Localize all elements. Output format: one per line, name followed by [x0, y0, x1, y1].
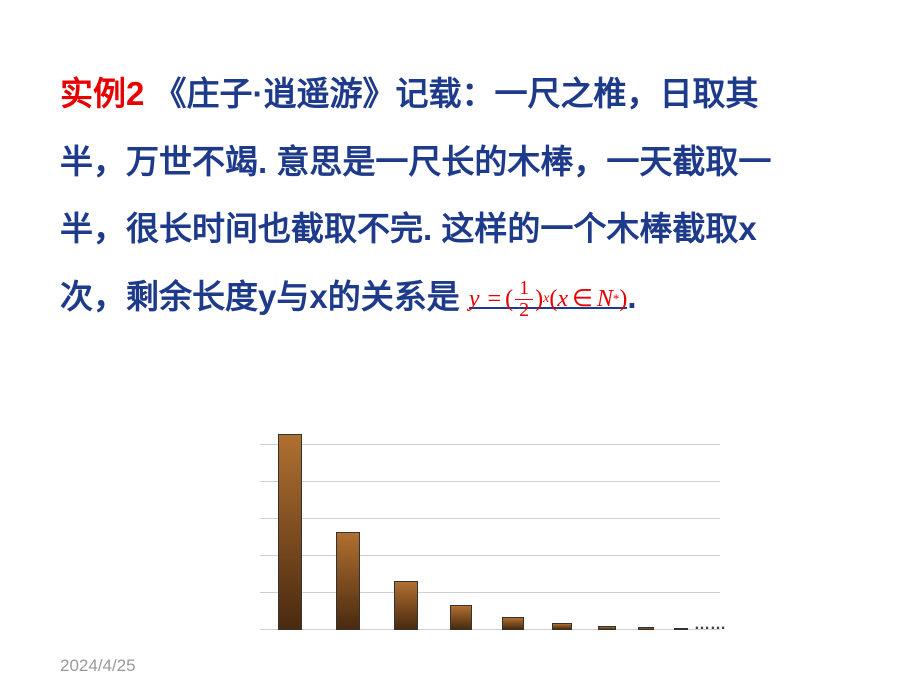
- formula-in: ∈: [568, 275, 597, 324]
- formula-eq: =: [484, 275, 506, 324]
- footer-date: 2024/4/25: [60, 656, 136, 676]
- bar-body: [394, 581, 418, 630]
- bar: [278, 434, 302, 630]
- grid-line: [260, 518, 720, 519]
- text-line-3: 半，很长时间也截取不完. 这样的一个木棒截取x: [60, 210, 757, 247]
- formula-lparen: (: [505, 275, 513, 324]
- period: .: [627, 278, 636, 315]
- formula-y: y: [469, 275, 484, 324]
- bar: [552, 623, 572, 630]
- bar: [394, 581, 418, 630]
- grid-line: [260, 555, 720, 556]
- formula-N: N: [597, 275, 613, 324]
- bar-body: [450, 605, 472, 630]
- formula-num: 1: [515, 278, 533, 300]
- paragraph: 实例2 《庄子·逍遥游》记载：一尺之椎，日取其 半，万世不竭. 意思是一尺长的木…: [60, 60, 860, 331]
- bar: [336, 532, 360, 630]
- formula-x2: x: [557, 275, 568, 324]
- bar-body: [674, 628, 688, 630]
- grid-line: [260, 481, 720, 482]
- bar-body: [502, 617, 524, 630]
- grid-line: [260, 592, 720, 593]
- bar-body: [552, 623, 572, 630]
- formula-fraction: 1 2: [515, 278, 533, 321]
- text-line-4-pre: 次，剩余长度y与x的关系是: [60, 278, 460, 315]
- bar-body: [336, 532, 360, 630]
- bar: [502, 617, 524, 630]
- formula-rparen: ): [535, 275, 543, 324]
- bar-chart: ……: [260, 430, 720, 640]
- answer-blank: y = ( 1 2 ) x ( x ∈ N * ): [469, 263, 628, 309]
- formula: y = ( 1 2 ) x ( x ∈ N * ): [469, 275, 628, 324]
- bar: [674, 628, 688, 630]
- bar: [638, 627, 654, 630]
- example-label: 实例2: [60, 75, 144, 112]
- bar: [598, 626, 616, 630]
- bar-body: [278, 434, 302, 630]
- bar-body: [598, 626, 616, 630]
- bar-body: [638, 627, 654, 630]
- slide-body: 实例2 《庄子·逍遥游》记载：一尺之椎，日取其 半，万世不竭. 意思是一尺长的木…: [0, 0, 920, 331]
- grid-line: [260, 444, 720, 445]
- ellipsis: ……: [694, 616, 726, 634]
- text-line-1: 《庄子·逍遥游》记载：一尺之椎，日取其: [154, 75, 759, 112]
- text-line-2: 半，万世不竭. 意思是一尺长的木棒，一天截取一: [60, 143, 771, 180]
- bar: [450, 605, 472, 630]
- formula-den: 2: [515, 300, 533, 321]
